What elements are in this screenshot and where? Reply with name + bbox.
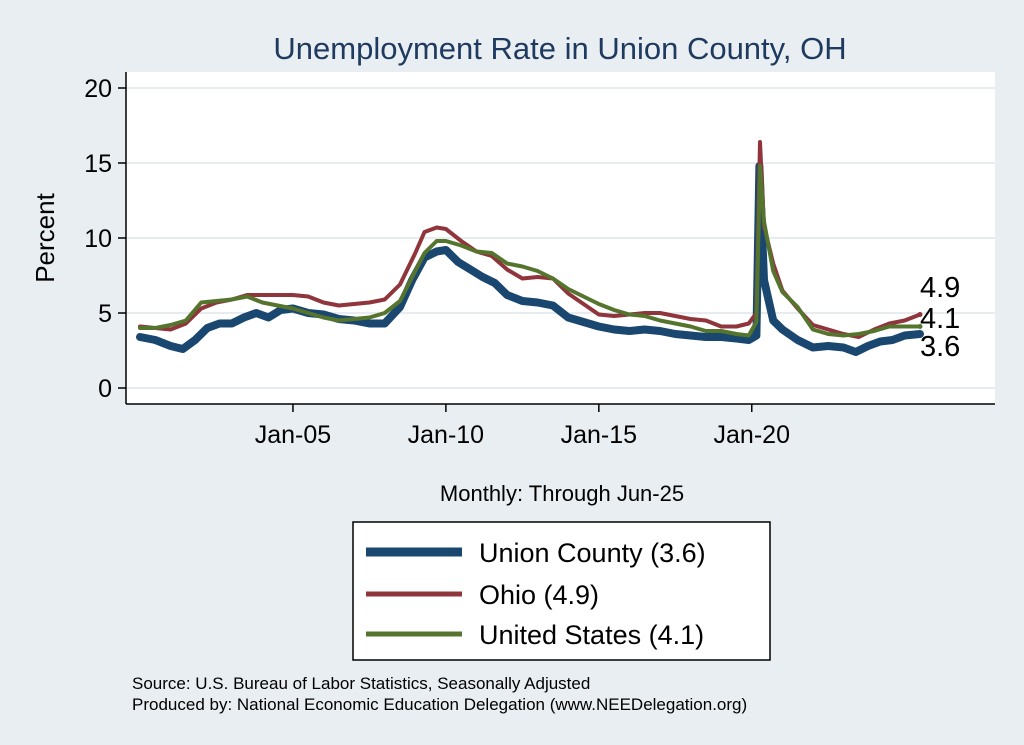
legend: Union County (3.6) Ohio (4.9) United State… (352, 521, 771, 661)
legend-label-1: Ohio (4.9) (479, 580, 599, 610)
x-tick-label-Jan-15: Jan-15 (561, 421, 637, 449)
legend-label-0: Union County (3.6) (479, 538, 706, 568)
y-tick-label-15: 15 (84, 150, 112, 178)
end-marker-0 (917, 331, 923, 337)
y-tick-label-20: 20 (84, 75, 112, 103)
x-tick-label-Jan-10: Jan-10 (408, 421, 484, 449)
series-line-union-county (136, 162, 924, 356)
series-line-united-states (138, 164, 922, 338)
x-tick-label-Jan-20: Jan-20 (714, 421, 790, 449)
end-value-labels: 3.6 4.94.1 (917, 272, 960, 363)
y-axis-ticks: 0 5 10 15 20 (84, 75, 126, 403)
y-tick-label-10: 10 (84, 225, 112, 253)
legend-box (352, 521, 771, 661)
y-tick-label-0: 0 (98, 375, 112, 403)
y-tick-label-5: 5 (98, 300, 112, 328)
x-axis-ticks: Jan-05 Jan-10 Jan-15 Jan-20 (255, 404, 790, 449)
end-label-united-states: 4.1 (920, 303, 960, 335)
end-label-union-county: 3.6 (920, 331, 960, 363)
end-marker-2 (917, 324, 923, 329)
end-label-ohio: 4.9 (920, 272, 960, 304)
producer-note: Produced by: National Economic Education… (132, 695, 747, 714)
chart-title: Unemployment Rate in Union County, OH (273, 31, 846, 66)
source-note: Source: U.S. Bureau of Labor Statistics,… (132, 674, 590, 693)
legend-label-2: United States (4.1) (479, 620, 704, 650)
series-lines (136, 140, 924, 356)
y-axis-title: Percent (30, 192, 60, 282)
x-tick-label-Jan-05: Jan-05 (255, 421, 331, 449)
end-marker-1 (917, 312, 923, 317)
x-axis-title: Monthly: Through Jun-25 (440, 481, 684, 506)
